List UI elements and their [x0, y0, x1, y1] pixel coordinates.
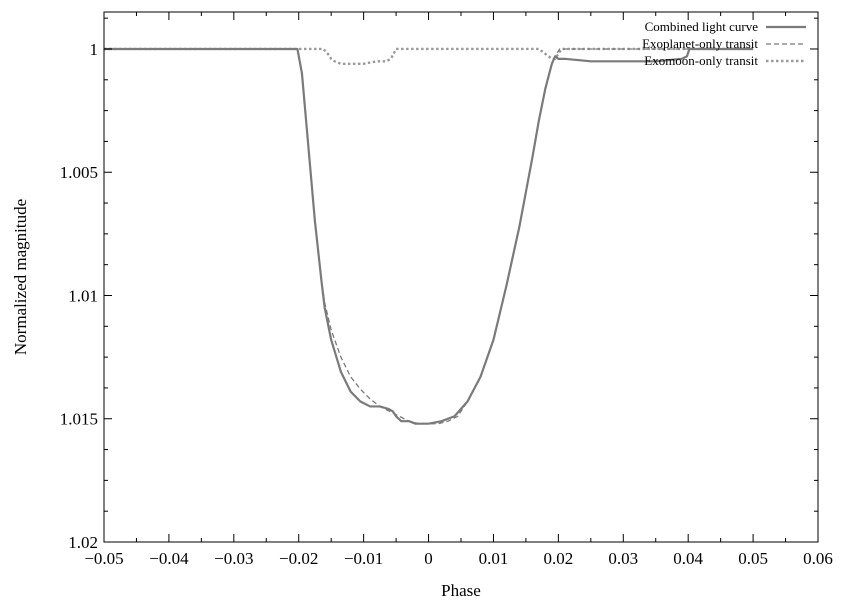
x-tick-label: 0.01: [479, 549, 509, 568]
x-tick-label: −0.02: [279, 549, 318, 568]
x-tick-label: 0: [424, 549, 433, 568]
x-axis-title: Phase: [441, 581, 481, 600]
legend-label-0: Combined light curve: [645, 19, 759, 34]
y-tick-label: 1.005: [60, 163, 98, 182]
y-tick-label: 1: [90, 40, 99, 59]
x-tick-label: −0.05: [84, 549, 123, 568]
y-tick-label: 1.015: [60, 410, 98, 429]
x-tick-label: 0.03: [608, 549, 638, 568]
legend-label-1: Exoplanet-only transit: [642, 36, 758, 51]
x-tick-label: −0.01: [344, 549, 383, 568]
tick-labels-layer: −0.05 −0.04 −0.03 −0.02 −0.01 0 0.01 0.02 0.03 0.…: [60, 40, 833, 568]
y-tick-label: 1.01: [68, 286, 98, 305]
x-tick-label: −0.04: [149, 549, 189, 568]
x-tick-label: −0.03: [214, 549, 253, 568]
x-tick-label: 0.04: [673, 549, 703, 568]
x-tick-label: 0.06: [803, 549, 833, 568]
y-tick-label: 1.02: [68, 533, 98, 552]
legend-label-2: Exomoon-only transit: [644, 53, 758, 68]
x-tick-label: 0.05: [738, 549, 768, 568]
series-line-0: [104, 47, 754, 425]
series-layer: [104, 47, 754, 425]
x-tick-label: 0.02: [543, 549, 573, 568]
ticks-layer: [103, 12, 819, 543]
y-axis-title: Normalized magnitude: [11, 199, 30, 355]
legend: Combined light curve Exoplanet-only trans…: [642, 19, 806, 68]
